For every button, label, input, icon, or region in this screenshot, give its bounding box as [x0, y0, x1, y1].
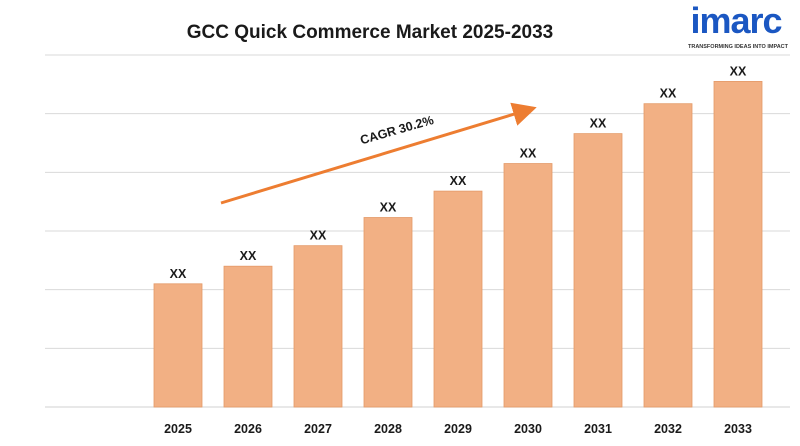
bar-2026 — [223, 265, 273, 408]
x-tick-label-2030: 2030 — [514, 422, 542, 436]
bar-2030 — [503, 163, 553, 408]
x-axis-tick-labels: 2025 2026 2027 2028 2029 2030 2031 2032 2033 — [164, 422, 752, 436]
x-tick-label-2031: 2031 — [584, 422, 612, 436]
data-label-2026: XX — [240, 249, 257, 263]
bar-2032 — [643, 103, 693, 408]
bar-2027 — [293, 245, 343, 408]
x-tick-label-2025: 2025 — [164, 422, 192, 436]
bar-2029 — [433, 190, 483, 408]
logo-wordmark: imarc — [690, 0, 782, 41]
data-label-2033: XX — [730, 64, 747, 78]
x-tick-label-2033: 2033 — [724, 422, 752, 436]
bars — [153, 81, 763, 408]
x-tick-label-2029: 2029 — [444, 422, 472, 436]
bar-2033 — [713, 81, 763, 408]
data-label-2032: XX — [660, 87, 677, 101]
bar-2025 — [153, 283, 203, 408]
data-label-2028: XX — [380, 201, 397, 215]
logo-tagline: TRANSFORMING IDEAS INTO IMPACT — [687, 44, 789, 50]
x-tick-label-2032: 2032 — [654, 422, 682, 436]
imarc-logo: imarc TRANSFORMING IDEAS INTO IMPACT — [682, 0, 794, 52]
data-label-2027: XX — [310, 229, 327, 243]
bar-2031 — [573, 133, 623, 408]
data-labels: XX XX XX XX XX XX XX XX XX — [170, 64, 747, 280]
x-tick-label-2027: 2027 — [304, 422, 332, 436]
cagr-annotation: CAGR 30.2% — [220, 102, 537, 205]
bar-2028 — [363, 217, 413, 408]
data-label-2025: XX — [170, 267, 187, 281]
chart-title: GCC Quick Commerce Market 2025-2033 — [186, 22, 554, 43]
data-label-2031: XX — [590, 117, 607, 131]
x-tick-label-2028: 2028 — [374, 422, 402, 436]
data-label-2029: XX — [450, 174, 467, 188]
x-tick-label-2026: 2026 — [234, 422, 262, 436]
data-label-2030: XX — [520, 147, 537, 161]
cagr-arrow — [220, 102, 537, 205]
